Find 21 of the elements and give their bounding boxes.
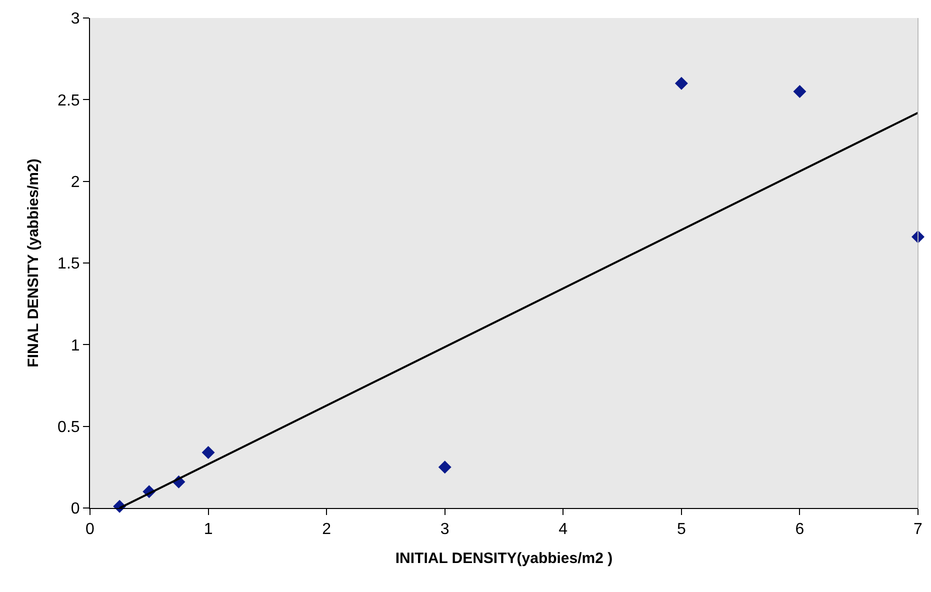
point [793,85,806,98]
x-tick-label: 4 [558,521,568,538]
y-tick-label: 0 [70,500,80,518]
x-tick-label: 1 [204,521,213,538]
x-tick-label: 7 [914,521,923,538]
x-tick-label: 0 [86,521,95,538]
x-tick-label: 3 [440,521,450,538]
y-tick-label: 0.5 [58,418,80,436]
x-axis-title: INITIAL DENSITY(yabbies/m2 ) [395,550,613,568]
y-tick-label: 1.5 [58,256,80,273]
y-tick-label: 1 [70,337,80,354]
x-tick-label: 5 [676,521,686,538]
y-tick-label: 2.5 [58,92,80,110]
y-tick-label: 3 [70,10,80,28]
y-tick-label: 2 [70,174,80,191]
point [202,446,215,459]
x-tick-label: 2 [322,521,332,538]
x-tick-label: 6 [795,521,804,538]
point [674,76,688,90]
point [438,460,452,474]
y-axis-title: FINAL DENSITY (yabbies/m2) [24,158,42,368]
